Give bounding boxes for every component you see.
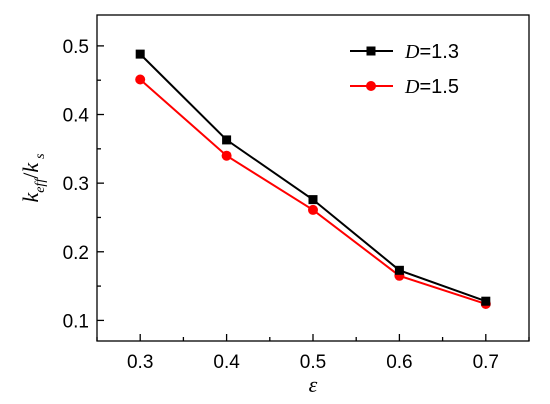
data-point-d13 — [135, 49, 145, 59]
legend-marker-d13 — [366, 46, 376, 56]
x-axis-title: ε — [309, 372, 318, 397]
y-axis: 0.1 0.2 0.3 0.4 0.5 — [63, 37, 104, 332]
y-tick-label: 0.1 — [63, 311, 89, 332]
legend: D=1.3 D=1.5 — [350, 41, 459, 98]
series-layer — [135, 49, 491, 309]
y-tick-label: 0.5 — [63, 37, 89, 58]
data-point-d15 — [135, 74, 146, 85]
y-tick-label: 0.3 — [63, 174, 89, 195]
legend-label-d15: D=1.5 — [404, 76, 459, 98]
legend-marker-d15 — [366, 81, 376, 91]
y-tick-label: 0.4 — [63, 106, 90, 127]
x-tick-label: 0.6 — [386, 352, 412, 373]
y-tick-label: 0.2 — [63, 243, 89, 264]
data-point-d13 — [481, 296, 491, 306]
x-axis: 0.3 0.4 0.5 0.6 0.7 — [96, 334, 530, 373]
x-tick-label: 0.5 — [300, 352, 326, 373]
data-point-d15 — [308, 204, 318, 215]
data-point-d15 — [221, 150, 232, 161]
data-point-d13 — [308, 195, 318, 205]
x-tick-label: 0.7 — [473, 352, 499, 373]
data-point-d13 — [394, 265, 404, 275]
y-axis-title: keff/ks — [18, 153, 48, 203]
series-line-d15 — [139, 78, 487, 305]
x-tick-label: 0.4 — [213, 352, 240, 373]
data-point-d13 — [222, 135, 232, 145]
legend-label-d13: D=1.3 — [404, 41, 459, 63]
x-tick-label: 0.3 — [127, 352, 153, 373]
plot-frame — [96, 14, 530, 342]
